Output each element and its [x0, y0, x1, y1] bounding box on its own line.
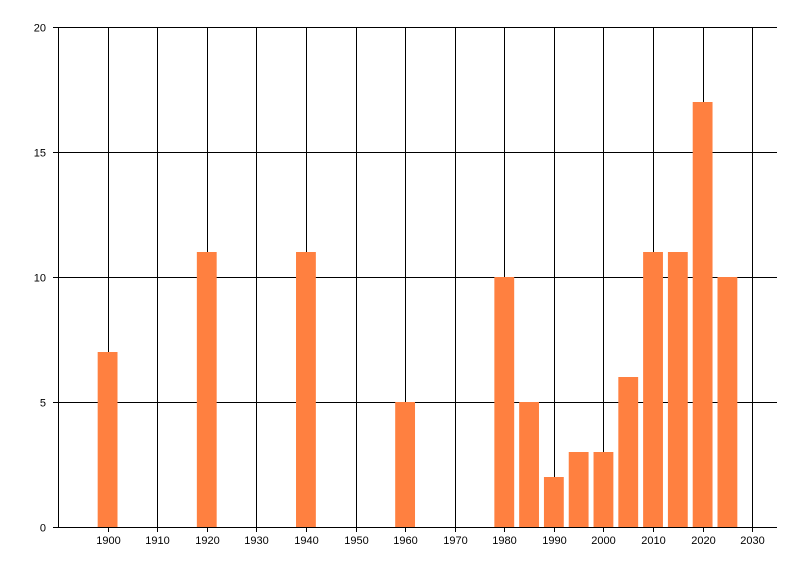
x-tick-label: 1930 — [244, 535, 268, 547]
axes — [53, 27, 777, 532]
x-tick-label: 1950 — [344, 535, 368, 547]
bar — [519, 402, 539, 527]
x-tick-label: 1910 — [145, 535, 169, 547]
bar — [593, 452, 614, 527]
y-tick-label: 0 — [40, 523, 46, 535]
x-tick-label: 2000 — [591, 535, 615, 547]
tick-labels: 1900 1910 1920 1930 1940 1950 1960 1970 1980 1990… — [34, 23, 765, 548]
y-tick-label: 5 — [40, 398, 46, 410]
x-tick-label: 1940 — [294, 535, 318, 547]
x-tick-label: 1900 — [96, 535, 120, 547]
x-tick-label: 2010 — [641, 535, 665, 547]
x-tick-label: 1960 — [393, 535, 417, 547]
bar — [692, 102, 713, 527]
bar — [196, 252, 217, 527]
bars — [97, 102, 738, 527]
x-tick-label: 1920 — [195, 535, 219, 547]
bar — [395, 402, 416, 527]
x-tick-label: 2030 — [740, 535, 764, 547]
y-tick-label: 20 — [34, 23, 46, 35]
bar — [643, 252, 663, 527]
x-tick-label: 1990 — [542, 535, 566, 547]
bar — [717, 277, 738, 527]
x-tick-label: 2020 — [691, 535, 715, 547]
x-tick-label: 1970 — [443, 535, 467, 547]
bar — [97, 352, 118, 527]
bar — [618, 377, 639, 527]
bar — [296, 252, 316, 527]
y-tick-label: 15 — [34, 148, 46, 160]
bar — [543, 477, 564, 527]
y-tick-label: 10 — [34, 273, 46, 285]
bar — [568, 452, 589, 527]
bar — [667, 252, 688, 527]
bar — [494, 277, 515, 527]
x-tick-label: 1980 — [492, 535, 516, 547]
